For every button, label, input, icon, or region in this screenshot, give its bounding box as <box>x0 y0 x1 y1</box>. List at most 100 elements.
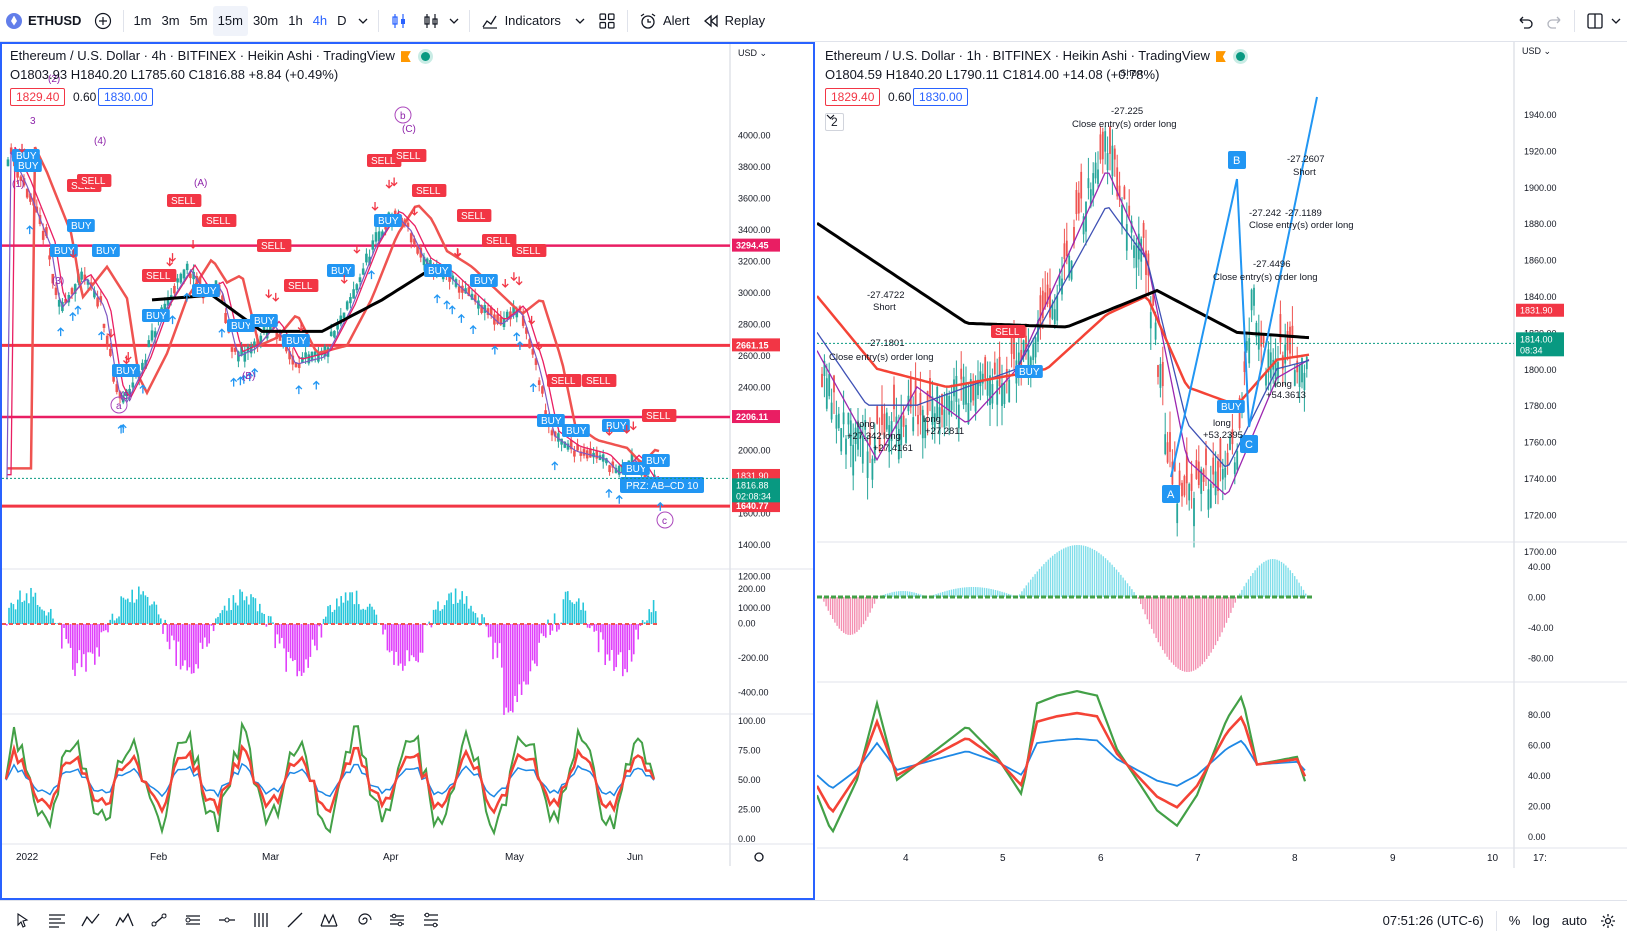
cursor-tool[interactable] <box>6 905 40 935</box>
ray-tool[interactable] <box>142 905 176 935</box>
vertical-lines-tool[interactable] <box>244 905 278 935</box>
symbol-search-button[interactable]: ETHUSD <box>0 6 87 36</box>
redo-button[interactable] <box>1540 6 1570 36</box>
replay-button[interactable]: Replay <box>696 6 771 36</box>
candle-body <box>249 345 253 354</box>
layout-button[interactable] <box>1579 6 1627 36</box>
macd-histogram-bar <box>336 598 338 624</box>
candle-body <box>1197 461 1200 486</box>
chart-pane-left[interactable]: USD ⌄ 4000.00 3800.00 3600.00 3400.00 3200.00… <box>0 42 815 900</box>
interval-5m[interactable]: 5m <box>189 13 208 28</box>
interval-d[interactable]: D <box>337 13 347 28</box>
log-scale-toggle[interactable]: log <box>1532 913 1550 928</box>
candle-body <box>1056 295 1059 321</box>
macd-tick-label: 200.00 <box>738 584 766 594</box>
auto-scale-toggle[interactable]: auto <box>1561 913 1587 928</box>
macd-histogram-bar <box>443 605 446 624</box>
interval-4h[interactable]: 4h <box>312 13 328 28</box>
macd-histogram-bar <box>1027 582 1030 597</box>
interval-1m[interactable]: 1m <box>133 13 152 28</box>
sell-price-button[interactable]: 1829.40 <box>10 88 66 106</box>
price-range-tool[interactable] <box>414 905 448 935</box>
chart-type-button[interactable] <box>415 6 465 36</box>
sell-price-button[interactable]: 1829.40 <box>825 88 881 106</box>
time-tick-label: 4 <box>903 853 909 864</box>
up-arrow-icon <box>74 305 82 315</box>
candle-body <box>905 424 907 443</box>
chart-canvas-right[interactable]: USD ⌄ 1940.00 1920.00 1900.00 1880.00 1860.00… <box>817 42 1627 900</box>
redo-icon <box>1547 16 1561 29</box>
undo-button[interactable] <box>1510 6 1540 36</box>
elliott-wave-tool[interactable] <box>108 905 142 935</box>
candle-body <box>1193 498 1195 527</box>
strategy-annotation: +27.4161 <box>873 443 913 454</box>
buy-price-button[interactable]: 1830.00 <box>913 88 969 106</box>
macd-histogram-bar <box>944 591 946 597</box>
price-tick-label: 1860.00 <box>1524 256 1557 266</box>
text-tool[interactable] <box>40 905 74 935</box>
candle-body <box>150 330 154 341</box>
buy-price-button[interactable]: 1830.00 <box>98 88 154 106</box>
fib-spiral-tool[interactable] <box>346 905 380 935</box>
trend-line-tool[interactable] <box>278 905 312 935</box>
macd-histogram-bar <box>860 597 862 628</box>
bar-style-button[interactable] <box>383 6 415 36</box>
wave-label: (5) <box>120 391 132 402</box>
chart-canvas-left[interactable]: USD ⌄4000.003800.003600.003400.003200.00… <box>2 44 813 898</box>
candle-body <box>563 441 567 448</box>
chart-pane-right[interactable]: USD ⌄ 1940.00 1920.00 1900.00 1880.00 1860.00… <box>817 42 1627 900</box>
candle-body <box>1053 309 1056 325</box>
candle-body <box>1017 352 1020 365</box>
candle-body <box>881 405 883 425</box>
rsi-line-green <box>5 720 655 836</box>
candle-body <box>358 277 362 283</box>
macd-histogram-bar <box>869 597 871 613</box>
settings-gear-icon[interactable] <box>1599 912 1617 930</box>
interval-1h[interactable]: 1h <box>288 13 303 28</box>
candle-body <box>342 312 346 319</box>
horizontal-line-tool[interactable] <box>210 905 244 935</box>
interval-15m[interactable]: 15m <box>212 5 248 36</box>
pitchfork-tool[interactable] <box>176 905 210 935</box>
collapse-studies-button[interactable]: 2 <box>825 113 844 131</box>
candle-body <box>833 375 835 393</box>
buy-signal-tag-bg <box>14 159 42 172</box>
macd-histogram-bar <box>1054 553 1056 597</box>
buy-signal-tag-bg <box>192 284 220 297</box>
macd-histogram-bar <box>492 624 494 660</box>
candle-body <box>1111 145 1114 177</box>
candle-body <box>866 451 869 478</box>
macd-histogram-bar <box>1036 571 1038 597</box>
indicators-button[interactable]: Indicators <box>474 6 591 36</box>
interval-3m[interactable]: 3m <box>161 13 180 28</box>
macd-histogram-bar <box>1214 597 1217 646</box>
rsi-line-blue <box>817 737 1306 789</box>
price-tick-label: 2800.00 <box>738 320 771 330</box>
candle-body <box>579 451 583 456</box>
candle-body <box>605 458 608 464</box>
abcd-pattern-tool[interactable] <box>74 905 108 935</box>
xabcd-pattern-tool[interactable] <box>312 905 346 935</box>
percent-scale-toggle[interactable]: % <box>1508 913 1521 928</box>
templates-button[interactable] <box>591 6 623 36</box>
candle-body <box>1097 169 1099 184</box>
buy-signal-tag-bg <box>374 214 402 227</box>
alert-button[interactable]: Alert <box>632 6 696 36</box>
candle-body <box>883 413 886 436</box>
interval-dropdown[interactable] <box>352 6 374 36</box>
candle-body <box>921 409 924 439</box>
macd-histogram-bar <box>25 593 28 624</box>
interval-30m[interactable]: 30m <box>252 13 279 28</box>
macd-histogram-bar <box>96 624 98 648</box>
candle-body <box>1109 127 1111 154</box>
candle-body <box>467 287 471 296</box>
candle-body <box>1274 358 1277 380</box>
clock-time[interactable]: 07:51:26 (UTC-6) <box>1382 913 1484 928</box>
position-tool[interactable] <box>380 905 414 935</box>
macd-histogram-bar <box>309 624 312 657</box>
buy-signal-tag-bg <box>250 314 278 327</box>
candle-body <box>22 178 26 186</box>
macd-histogram-bar <box>862 597 865 625</box>
compare-symbol-button[interactable] <box>87 6 119 36</box>
macd-histogram-bar <box>377 623 380 624</box>
